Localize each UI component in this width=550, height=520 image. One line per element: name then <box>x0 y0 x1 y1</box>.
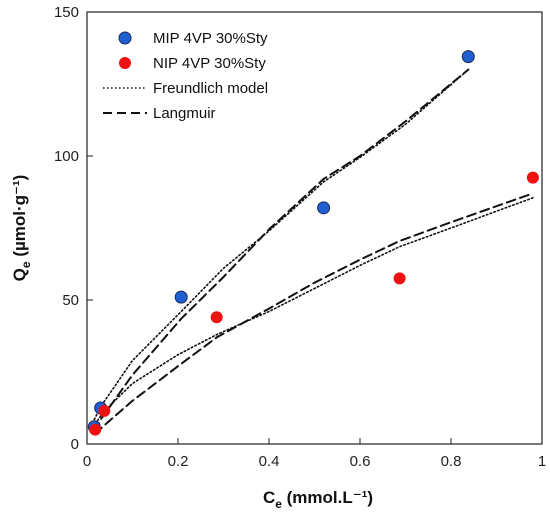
plot-border <box>86 11 543 445</box>
legend-label-mip-4vp-30-sty: MIP 4VP 30%Sty <box>153 30 268 47</box>
plot-frame <box>86 11 543 445</box>
legend-marker-mip-4vp-30-sty <box>118 31 132 45</box>
x-tick-label: 0.6 <box>350 453 371 470</box>
x-tick-label: 0.4 <box>259 453 280 470</box>
data-points <box>87 50 539 436</box>
y-tick-label: 50 <box>62 292 79 309</box>
legend-marker-nip-4vp-30-sty <box>119 57 131 69</box>
x-axis-ticks: 0 0.2 0.4 0.6 0.8 1 <box>83 438 546 470</box>
x-tick-label: 0 <box>83 453 91 470</box>
freundlich-model-curve <box>94 197 534 425</box>
nip-4vp-30-sty-point <box>393 272 406 285</box>
langmuir-curve <box>94 192 534 435</box>
nip-4vp-30-sty-point <box>210 311 223 324</box>
nip-4vp-30-sty-point <box>89 423 102 436</box>
mip-4vp-30-sty-point <box>174 290 188 304</box>
nip-4vp-30-sty-point <box>526 171 539 184</box>
legend-label-nip-4vp-30-sty: NIP 4VP 30%Sty <box>153 55 266 72</box>
nip-4vp-30-sty-point <box>98 404 111 417</box>
y-axis-title: Qe (µmol·g⁻¹) <box>10 175 33 282</box>
y-tick-label: 100 <box>54 148 79 165</box>
model-curves <box>93 68 534 435</box>
legend: MIP 4VP 30%Sty NIP 4VP 30%Sty Freundlich m… <box>103 30 268 122</box>
y-tick-label: 150 <box>54 4 79 21</box>
mip-4vp-30-sty-point <box>461 50 475 64</box>
x-tick-label: 0.2 <box>168 453 189 470</box>
legend-label-langmuir: Langmuir <box>153 105 216 122</box>
x-axis-title: Ce (mmol.L⁻¹) <box>263 488 373 511</box>
freundlich-model-curve <box>93 68 470 421</box>
mip-4vp-30-sty-point <box>317 201 331 215</box>
y-tick-label: 0 <box>71 436 79 453</box>
langmuir-curve <box>93 68 470 432</box>
x-tick-label: 1 <box>538 453 546 470</box>
legend-label-freundlich-model: Freundlich model <box>153 80 268 97</box>
y-axis-ticks: 0 50 100 150 <box>54 4 93 453</box>
x-tick-label: 0.8 <box>441 453 462 470</box>
